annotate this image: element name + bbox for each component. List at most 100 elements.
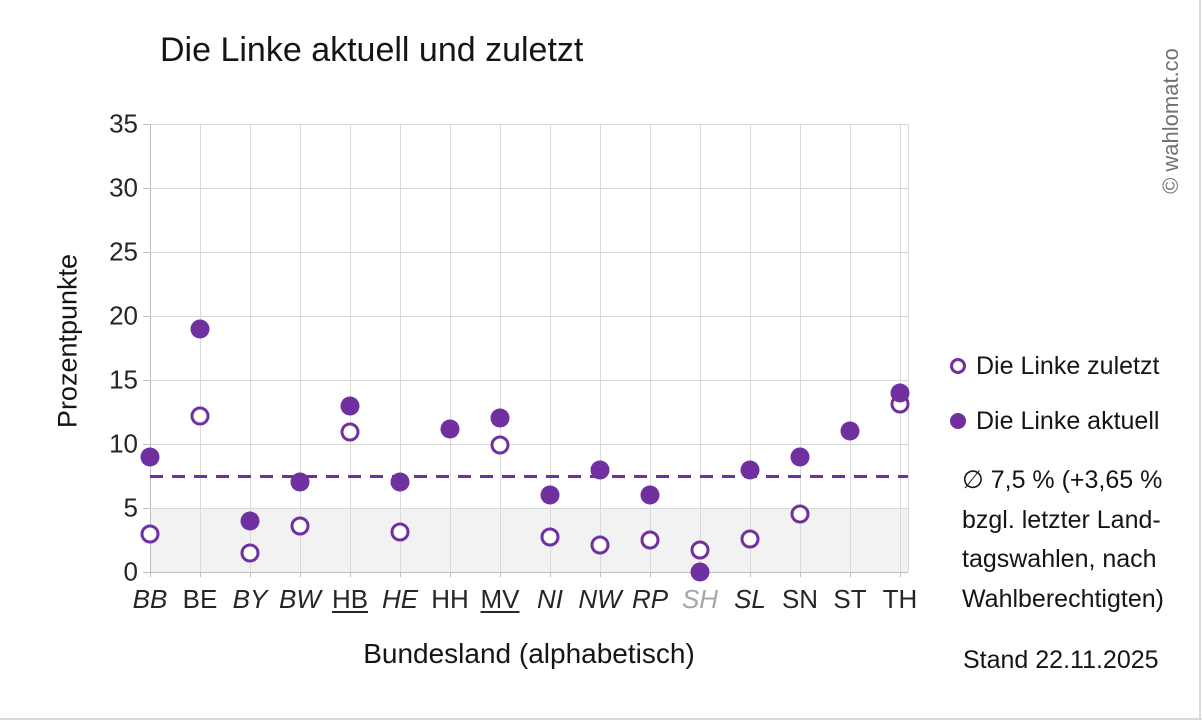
gridline-horizontal xyxy=(150,316,908,317)
data-point-zuletzt-SH xyxy=(690,540,710,560)
frame-bottom-border xyxy=(0,718,1202,720)
data-point-aktuell-SL xyxy=(740,460,760,480)
data-point-aktuell-HH xyxy=(440,419,460,439)
data-point-aktuell-BE xyxy=(190,319,210,339)
y-tick-label: 30 xyxy=(109,172,138,203)
y-tick-label: 10 xyxy=(109,428,138,459)
gridline-horizontal xyxy=(150,380,908,381)
data-point-zuletzt-BY xyxy=(240,543,260,563)
x-axis-tick xyxy=(800,572,801,577)
open-circle-icon xyxy=(950,358,966,374)
x-axis-tick xyxy=(400,572,401,577)
gridline-vertical xyxy=(700,124,701,572)
y-axis-tick xyxy=(143,380,150,381)
x-axis-tick xyxy=(450,572,451,577)
x-axis-tick xyxy=(550,572,551,577)
annotation-line: Wahlberechtigten) xyxy=(962,584,1164,613)
y-axis-tick xyxy=(143,572,150,573)
data-point-aktuell-RP xyxy=(640,485,660,505)
plot-area: 0 5 10 15 20 25 30 35 BB BE BY BW HB HE HH MV NI NW RP SH SL… xyxy=(109,109,917,615)
plot-right-border xyxy=(908,124,909,572)
x-axis-tick xyxy=(500,572,501,577)
gridline-vertical xyxy=(300,124,301,572)
data-point-aktuell-HE xyxy=(390,472,410,492)
shaded-band xyxy=(150,508,908,572)
data-point-aktuell-HB xyxy=(340,396,360,416)
gridline-vertical xyxy=(200,124,201,572)
data-point-aktuell-SH xyxy=(690,562,710,582)
x-axis-title: Bundesland (alphabetisch) xyxy=(363,638,695,669)
x-axis-tick xyxy=(600,572,601,577)
legend-label-aktuell: Die Linke aktuell xyxy=(976,407,1160,435)
y-tick-label: 5 xyxy=(123,492,138,523)
x-tick-label-ST: ST xyxy=(833,584,867,614)
data-point-zuletzt-SN xyxy=(790,504,810,524)
data-point-aktuell-ST xyxy=(840,421,860,441)
data-point-zuletzt-BE xyxy=(190,406,210,426)
gridline-vertical xyxy=(550,124,551,572)
x-tick-label-BW: BW xyxy=(279,584,321,614)
data-point-aktuell-NW xyxy=(590,460,610,480)
x-axis-tick xyxy=(150,572,151,577)
gridline-vertical xyxy=(250,124,251,572)
gridline-horizontal xyxy=(150,188,908,189)
data-point-aktuell-MV xyxy=(490,408,510,428)
gridline-vertical xyxy=(900,124,901,572)
y-axis-title: Prozentpunkte xyxy=(52,253,83,429)
x-axis-tick xyxy=(900,572,901,577)
x-tick-label-NW: NW xyxy=(578,584,622,614)
filled-circle-icon xyxy=(950,413,966,429)
y-tick-label: 0 xyxy=(123,556,138,587)
data-point-zuletzt-BB xyxy=(140,524,160,544)
legend-label-zuletzt: Die Linke zuletzt xyxy=(976,352,1160,380)
gridline-horizontal xyxy=(150,444,908,445)
y-axis-tick xyxy=(143,188,150,189)
x-tick-label-SH: SH xyxy=(681,584,719,614)
x-tick-label-SN: SN xyxy=(781,584,819,614)
data-point-aktuell-SN xyxy=(790,447,810,467)
data-point-zuletzt-BW xyxy=(290,516,310,536)
data-point-zuletzt-HB xyxy=(340,422,360,442)
gridline-horizontal xyxy=(150,124,908,125)
gridline-vertical xyxy=(650,124,651,572)
x-tick-label-BY: BY xyxy=(232,584,268,614)
data-point-zuletzt-SL xyxy=(740,529,760,549)
x-axis-tick xyxy=(650,572,651,577)
data-point-zuletzt-NW xyxy=(590,535,610,555)
x-axis-tick xyxy=(350,572,351,577)
data-point-zuletzt-NI xyxy=(540,527,560,547)
y-axis-tick xyxy=(143,252,150,253)
chart-title: Die Linke aktuell und zuletzt xyxy=(160,31,584,69)
gridline-vertical xyxy=(450,124,451,572)
x-axis-tick xyxy=(250,572,251,577)
data-point-zuletzt-MV xyxy=(490,435,510,455)
gridline-vertical xyxy=(850,124,851,572)
gridline-vertical xyxy=(500,124,501,572)
annotation-line: ∅ 7,5 % (+3,65 % xyxy=(962,466,1163,494)
gridline-horizontal xyxy=(150,252,908,253)
data-point-aktuell-BW xyxy=(290,472,310,492)
mean-annotation: ∅ 7,5 % (+3,65 % bzgl. letzter Land- tag… xyxy=(962,461,1198,619)
gridline-vertical xyxy=(400,124,401,572)
data-point-zuletzt-HE xyxy=(390,522,410,542)
frame-right-border xyxy=(1199,0,1201,720)
y-tick-label: 15 xyxy=(109,364,138,395)
data-point-aktuell-BY xyxy=(240,511,260,531)
x-axis-tick xyxy=(300,572,301,577)
data-point-aktuell-BB xyxy=(140,447,160,467)
x-tick-label-HE: HE xyxy=(381,584,419,614)
y-tick-label: 20 xyxy=(109,300,138,331)
gridline-vertical xyxy=(750,124,751,572)
x-axis-tick xyxy=(850,572,851,577)
gridline-horizontal xyxy=(150,572,908,573)
watermark: © wahlomat.co xyxy=(1158,48,1183,194)
y-axis-tick xyxy=(143,444,150,445)
stand-date: Stand 22.11.2025 xyxy=(963,646,1159,674)
y-tick-label: 35 xyxy=(109,108,138,139)
x-tick-label-RP: RP xyxy=(631,584,669,614)
legend-item-zuletzt: Die Linke zuletzt xyxy=(948,350,1198,382)
x-tick-label-TH: TH xyxy=(882,584,918,614)
legend: Die Linke zuletzt Die Linke aktuell xyxy=(948,350,1198,460)
y-axis-tick xyxy=(143,316,150,317)
